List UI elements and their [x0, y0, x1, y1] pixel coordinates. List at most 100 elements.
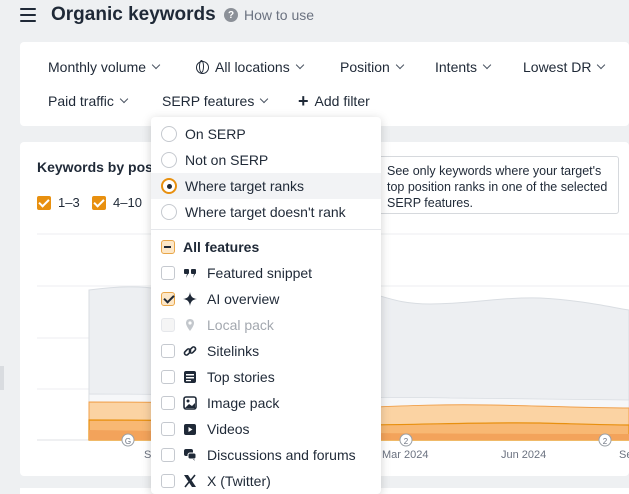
newspaper-icon [183, 370, 197, 384]
page-header: Organic keywords ? How to use [0, 0, 629, 34]
feature-label: Top stories [207, 369, 275, 385]
all-locations-filter[interactable]: All locations [196, 59, 304, 75]
how-to-use-link[interactable]: ? How to use [224, 7, 314, 23]
feature-label: Sitelinks [207, 343, 260, 359]
annotation-markers: G 2 2 [121, 433, 612, 447]
chevron-down-icon [597, 60, 606, 70]
paid-traffic-filter[interactable]: Paid traffic [48, 93, 129, 109]
feature-label: Videos [207, 421, 250, 437]
feature-featured-snippet[interactable]: Featured snippet [151, 260, 381, 286]
plus-icon: + [298, 91, 309, 111]
add-filter-button[interactable]: + Add filter [298, 91, 370, 111]
radio-selected-icon [161, 178, 177, 194]
feature-label: Featured snippet [207, 265, 313, 281]
annotation-marker-google [121, 433, 135, 447]
lowest-dr-label: Lowest DR [523, 59, 592, 75]
checkbox-disabled-icon [161, 318, 175, 332]
feature-sitelinks[interactable]: Sitelinks [151, 338, 381, 364]
radio-label: Where target doesn't rank [185, 204, 346, 220]
feature-x-twitter[interactable]: X (Twitter) [151, 468, 381, 494]
position-label: Position [340, 59, 390, 75]
lowest-dr-filter[interactable]: Lowest DR [523, 59, 606, 75]
side-tab[interactable] [0, 366, 4, 390]
annotation-label: 2 [603, 437, 608, 446]
x-tick-label: Mar 2024 [382, 449, 429, 461]
intents-label: Intents [435, 59, 478, 75]
checkbox-partial-icon [161, 240, 175, 254]
checkbox-icon [161, 396, 175, 410]
chat-icon [183, 448, 197, 462]
sparkle-icon [183, 292, 197, 306]
all-features-checkbox[interactable]: All features [151, 234, 381, 260]
checkbox-icon [161, 474, 175, 488]
feature-ai-overview[interactable]: AI overview [151, 286, 381, 312]
all-features-label: All features [183, 239, 260, 255]
paid-traffic-label: Paid traffic [48, 93, 114, 109]
image-icon [183, 396, 197, 410]
annotation-label: G [125, 437, 131, 446]
radio-icon [161, 152, 177, 168]
annotation-marker-2 [399, 433, 413, 447]
legend-item-4-10[interactable]: 4–10 [92, 195, 142, 210]
radio-on-serp[interactable]: On SERP [151, 121, 381, 147]
serp-features-label: SERP features [162, 93, 255, 109]
annotation-marker-2b [598, 433, 612, 447]
intents-filter[interactable]: Intents [435, 59, 492, 75]
quote-icon [183, 266, 197, 280]
feature-label: Local pack [207, 317, 274, 333]
video-icon [183, 422, 197, 436]
checkbox-icon [161, 266, 175, 280]
chevron-down-icon [260, 94, 269, 104]
checkbox-icon [92, 195, 106, 210]
chart-title: Keywords by pos [37, 159, 153, 175]
position-filter[interactable]: Position [340, 59, 405, 75]
x-tick-label: Se [619, 449, 629, 461]
radio-where-target-doesnt-rank[interactable]: Where target doesn't rank [151, 199, 381, 225]
serp-features-dropdown: On SERP Not on SERP Where target ranks W… [151, 117, 381, 494]
legend-label: 1–3 [58, 195, 80, 210]
radio-where-target-ranks[interactable]: Where target ranks [151, 173, 381, 199]
legend-label: 4–10 [113, 195, 142, 210]
annotation-label: 2 [404, 437, 409, 446]
feature-image-pack[interactable]: Image pack [151, 390, 381, 416]
divider [151, 229, 381, 230]
feature-discussions-forums[interactable]: Discussions and forums [151, 442, 381, 468]
checkbox-icon [161, 344, 175, 358]
radio-label: Where target ranks [185, 178, 305, 194]
serp-features-filter[interactable]: SERP features [162, 93, 269, 109]
chevron-down-icon [395, 60, 405, 70]
chevron-down-icon [482, 60, 492, 70]
radio-icon [161, 126, 177, 142]
radio-label: Not on SERP [185, 152, 269, 168]
feature-label: AI overview [207, 291, 280, 307]
checkbox-checked-icon [161, 292, 175, 306]
chevron-down-icon [119, 94, 129, 104]
checkbox-icon [161, 370, 175, 384]
add-filter-label: Add filter [314, 93, 370, 109]
feature-label: Discussions and forums [207, 447, 356, 463]
how-to-use-label: How to use [244, 7, 315, 23]
monthly-volume-label: Monthly volume [48, 59, 147, 75]
feature-top-stories[interactable]: Top stories [151, 364, 381, 390]
all-locations-label: All locations [215, 59, 290, 75]
checkbox-icon [161, 448, 175, 462]
legend-item-1-3[interactable]: 1–3 [37, 195, 80, 210]
x-tick-label: Jun 2024 [501, 449, 547, 461]
feature-label: Image pack [207, 395, 280, 411]
map-pin-icon [183, 318, 197, 332]
chevron-down-icon [151, 60, 161, 70]
feature-videos[interactable]: Videos [151, 416, 381, 442]
radio-label: On SERP [185, 126, 246, 142]
radio-icon [161, 204, 177, 220]
menu-icon[interactable] [20, 8, 36, 22]
page-title: Organic keywords [51, 4, 216, 25]
monthly-volume-filter[interactable]: Monthly volume [48, 59, 161, 75]
checkbox-icon [37, 195, 51, 210]
help-icon: ? [224, 8, 238, 22]
link-icon [183, 344, 197, 358]
x-tick-label: S [144, 449, 152, 461]
x-twitter-icon [183, 474, 197, 488]
radio-not-on-serp[interactable]: Not on SERP [151, 147, 381, 173]
chevron-down-icon [295, 60, 304, 70]
feature-label: X (Twitter) [207, 473, 271, 489]
